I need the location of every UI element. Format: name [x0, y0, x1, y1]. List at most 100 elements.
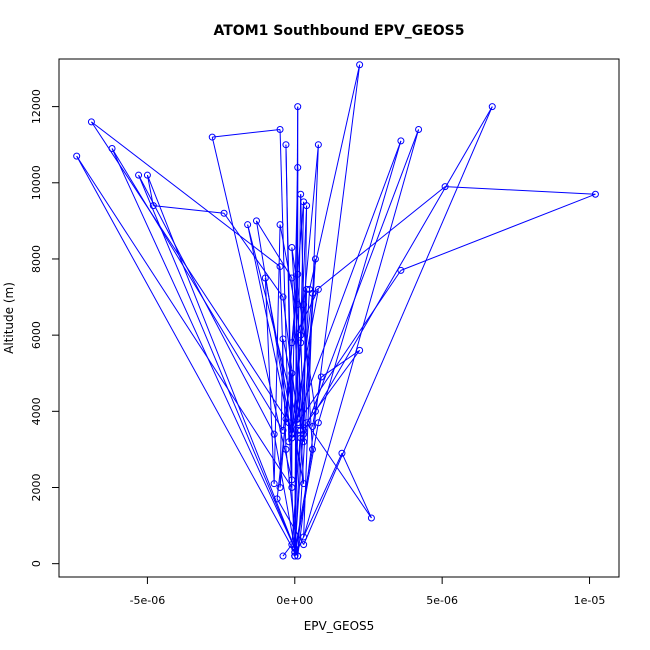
series-segment	[291, 201, 305, 343]
data-point	[261, 274, 269, 282]
chart-title: ATOM1 Southbound EPV_GEOS5	[214, 23, 465, 39]
series-segment	[138, 174, 299, 557]
data-point	[294, 419, 302, 427]
y-tick-label: 2000	[30, 473, 43, 501]
series-segment	[273, 224, 281, 484]
data-point	[303, 285, 311, 293]
x-tick-label: 0e+00	[276, 594, 313, 607]
data-point	[367, 514, 375, 522]
y-axis: 0 2000 4000 6000 8000 10000 12000	[30, 89, 60, 567]
series-segment	[264, 277, 275, 484]
series-segment	[445, 186, 596, 195]
series-segment	[279, 129, 290, 442]
data-point	[149, 202, 157, 210]
series-segment	[306, 422, 372, 519]
data-point	[279, 552, 287, 560]
series-segment	[282, 544, 293, 557]
series-segment	[211, 136, 293, 480]
data-point	[135, 171, 143, 179]
data-point	[273, 495, 281, 503]
data-point	[244, 221, 252, 229]
data-point	[300, 301, 308, 309]
data-point	[297, 339, 305, 347]
series-segment	[291, 289, 319, 343]
series-segment	[288, 430, 299, 443]
data-point	[308, 289, 316, 297]
data-point	[276, 263, 284, 271]
data-point	[294, 415, 302, 423]
data-point	[317, 373, 325, 381]
series-layer	[73, 61, 599, 560]
data-point	[252, 217, 260, 225]
data-point	[73, 152, 81, 160]
y-axis-label: Altitude (m)	[2, 282, 16, 354]
data-point	[220, 209, 228, 217]
y-tick-label: 12000	[30, 89, 43, 124]
y-tick-label: 8000	[30, 245, 43, 273]
data-point	[282, 415, 290, 423]
series-segment	[212, 128, 281, 138]
data-point	[288, 339, 296, 347]
data-point	[303, 419, 311, 427]
series-segment	[111, 148, 284, 431]
series-segment	[291, 289, 319, 435]
y-tick-label: 0	[30, 560, 43, 567]
series-segment	[341, 453, 372, 519]
series-segment	[294, 453, 343, 557]
data-point	[488, 103, 496, 111]
series-segment	[294, 422, 319, 557]
series-segment	[255, 220, 293, 439]
data-point	[282, 445, 290, 453]
series-segment	[297, 270, 402, 424]
data-point	[288, 434, 296, 442]
series-segment	[276, 418, 287, 499]
data-point	[300, 198, 308, 206]
data-point	[294, 103, 302, 111]
data-point	[276, 125, 284, 133]
data-point	[300, 430, 308, 438]
data-point	[294, 270, 302, 278]
data-point	[338, 449, 346, 457]
series-segment	[138, 174, 275, 435]
data-point	[276, 221, 284, 229]
data-point	[311, 407, 319, 415]
series-segment	[300, 335, 305, 431]
data-point	[288, 369, 296, 377]
series-segment	[300, 205, 308, 343]
y-tick-label: 4000	[30, 397, 43, 425]
data-point	[415, 125, 423, 133]
series-segment	[153, 205, 225, 214]
series-segment	[146, 174, 296, 549]
series-segment	[91, 121, 290, 424]
data-point	[300, 541, 308, 549]
data-point	[279, 335, 287, 343]
data-point	[300, 426, 308, 434]
data-point	[297, 331, 305, 339]
data-point	[314, 285, 322, 293]
data-point	[356, 346, 364, 354]
data-point	[288, 244, 296, 252]
x-tick-label: 5e-06	[426, 594, 458, 607]
data-point	[279, 426, 287, 434]
series-segment	[303, 106, 493, 545]
y-tick-label: 10000	[30, 165, 43, 200]
data-point	[314, 141, 322, 149]
series-segment	[146, 175, 154, 206]
series-segment	[303, 129, 420, 435]
data-point	[314, 419, 322, 427]
data-point	[291, 544, 299, 552]
data-point	[288, 274, 296, 282]
series-segment	[91, 121, 281, 267]
series-segment	[111, 148, 296, 549]
data-point	[291, 552, 299, 560]
x-tick-label: 1e-05	[574, 594, 606, 607]
series-segment	[264, 277, 305, 484]
data-point	[294, 552, 302, 560]
data-point	[270, 430, 278, 438]
data-point	[208, 133, 216, 141]
data-point	[288, 483, 296, 491]
data-point	[108, 145, 116, 153]
series-segment	[311, 376, 322, 427]
